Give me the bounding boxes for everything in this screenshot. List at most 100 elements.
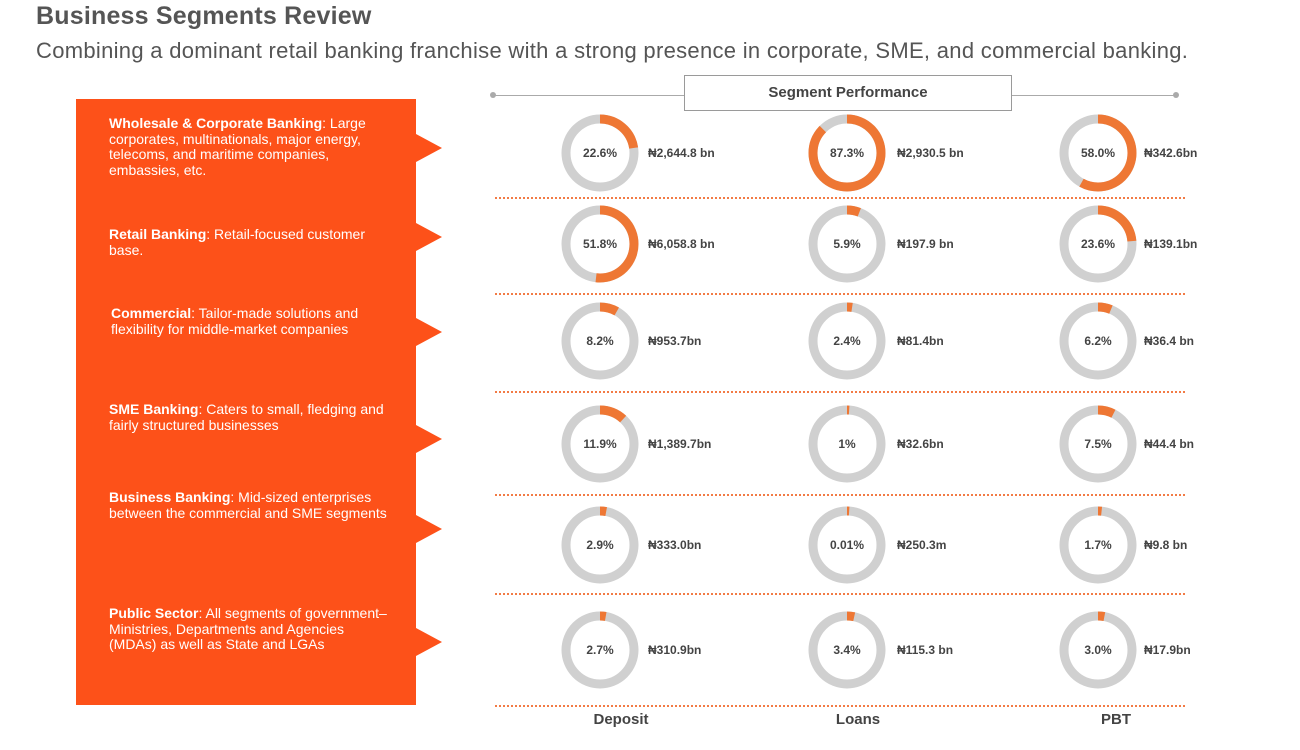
donut-value-arc [808, 611, 886, 689]
donut-amount-label: ₦333.0bn [648, 538, 702, 552]
donut-amount-label: ₦310.9bn [648, 643, 702, 657]
row-separator [495, 293, 1185, 295]
donut-value-arc [1059, 114, 1137, 192]
column-label-pbt: PBT [1101, 711, 1131, 728]
column-label-deposit: Deposit [593, 711, 649, 728]
donut-percent-label: 5.9% [833, 237, 861, 251]
segments-panel: Wholesale & Corporate Banking: Large cor… [76, 99, 442, 705]
segment-name: Commercial [111, 305, 192, 321]
donut-chart: 3.4% [807, 610, 887, 690]
donut-percent-label: 11.9% [583, 437, 617, 451]
donut-percent-label: 58.0% [1080, 146, 1116, 160]
donut-value-arc [561, 405, 639, 483]
donut-value-arc [808, 405, 886, 483]
header-line-right [1012, 95, 1176, 96]
donut-chart: 11.9% [560, 404, 640, 484]
segment-description: Business Banking: Mid-sized enterprises … [109, 489, 394, 521]
donut-percent-label: 3.4% [833, 643, 861, 657]
donut-value-arc [561, 506, 639, 584]
donut-amount-label: ₦2,930.5 bn [897, 146, 964, 160]
donut-amount-label: ₦81.4bn [897, 334, 944, 348]
segment-name: Public Sector [109, 605, 199, 621]
segment-description: Retail Banking: Retail-focused customer … [109, 226, 394, 258]
donut-value-arc [1059, 205, 1137, 283]
donut-chart: 3.0% [1058, 610, 1138, 690]
segment-desc-text: : Tailor-made solutions and flexibility … [111, 305, 359, 337]
donut-percent-label: 23.6% [1080, 237, 1116, 251]
donut-chart: 6.2% [1058, 301, 1138, 381]
donut-chart: 7.5% [1058, 404, 1138, 484]
donut-chart: 51.8% [560, 204, 640, 284]
segment-name: SME Banking [109, 401, 199, 417]
donut-percent-label: 2.4% [833, 334, 861, 348]
donut-amount-label: ₦2,644.8 bn [648, 146, 715, 160]
donut-chart: 2.4% [807, 301, 887, 381]
segment-description: Public Sector: All segments of governmen… [109, 605, 394, 653]
donut-value-arc [1059, 611, 1137, 689]
donut-percent-label: 1% [838, 437, 856, 451]
donut-chart: 58.0% [1058, 113, 1138, 193]
row-separator [495, 197, 1185, 199]
donut-value-arc [808, 302, 886, 380]
donut-value-arc [1059, 302, 1137, 380]
segment-arrow [416, 134, 442, 162]
donut-value-arc [561, 302, 639, 380]
page-title: Business Segments Review [36, 2, 372, 30]
segment-desc-text: : Large corporates, multinationals, majo… [109, 115, 366, 178]
column-label-loans: Loans [835, 711, 881, 728]
row-separator [495, 705, 1185, 707]
donut-amount-label: ₦32.6bn [897, 437, 944, 451]
donut-amount-label: ₦250.3m [897, 538, 947, 552]
donut-percent-label: 1.7% [1084, 538, 1112, 552]
donut-percent-label: 2.7% [586, 643, 614, 657]
donut-amount-label: ₦115.3 bn [897, 643, 954, 657]
donut-chart: 2.9% [560, 505, 640, 585]
donut-chart: 1% [807, 404, 887, 484]
donut-amount-label: ₦139.1bn [1144, 237, 1198, 251]
donut-chart: 23.6% [1058, 204, 1138, 284]
donut-percent-label: 51.8% [582, 237, 618, 251]
row-separator [495, 494, 1185, 496]
header-line-left [493, 95, 685, 96]
donut-percent-label: 3.0% [1084, 643, 1112, 657]
donut-value-arc [561, 205, 639, 283]
donut-chart: 5.9% [807, 204, 887, 284]
row-separator [495, 391, 1185, 393]
segment-name: Business Banking [109, 489, 231, 505]
donut-amount-label: ₦342.6bn [1144, 146, 1198, 160]
donut-percent-label: 6.2% [1084, 334, 1112, 348]
donut-chart: 0.01% [807, 505, 887, 585]
segment-desc-text: : All segments of government– Ministries… [109, 605, 387, 652]
segment-arrow [416, 628, 442, 656]
donut-value-arc [561, 611, 639, 689]
donut-chart: 22.6% [560, 113, 640, 193]
segment-desc-text: : Retail-focused customer base. [109, 226, 365, 258]
donut-amount-label: ₦9.8 bn [1144, 538, 1188, 552]
donut-amount-label: ₦1,389.7bn [648, 437, 712, 451]
segment-description: Wholesale & Corporate Banking: Large cor… [109, 115, 394, 178]
segment-desc-text: : Caters to small, fledging and fairly s… [109, 401, 384, 433]
segment-arrow [416, 515, 442, 543]
segment-performance-header: Segment Performance [684, 75, 1012, 111]
donut-chart: 1.7% [1058, 505, 1138, 585]
donut-value-arc [1059, 405, 1137, 483]
row-separator [495, 593, 1185, 595]
donut-amount-label: ₦953.7bn [648, 334, 702, 348]
donut-percent-label: 22.6% [582, 146, 618, 160]
donut-percent-label: 2.9% [586, 538, 614, 552]
donut-percent-label: 87.3% [829, 146, 865, 160]
segment-desc-text: : Mid-sized enterprises between the comm… [109, 489, 387, 521]
donut-percent-label: 8.2% [586, 334, 614, 348]
donut-percent-label: 0.01% [829, 538, 865, 552]
donut-amount-label: ₦17.9bn [1144, 643, 1191, 657]
donut-value-arc [808, 506, 886, 584]
segment-description: Commercial: Tailor-made solutions and fl… [111, 305, 396, 337]
segment-description: SME Banking: Caters to small, fledging a… [109, 401, 394, 433]
segment-name: Retail Banking [109, 226, 207, 242]
segment-arrow [416, 223, 442, 251]
donut-chart: 2.7% [560, 610, 640, 690]
segment-arrow [416, 318, 442, 346]
segment-arrow [416, 425, 442, 453]
donut-value-arc [808, 114, 886, 192]
donut-chart: 87.3% [807, 113, 887, 193]
